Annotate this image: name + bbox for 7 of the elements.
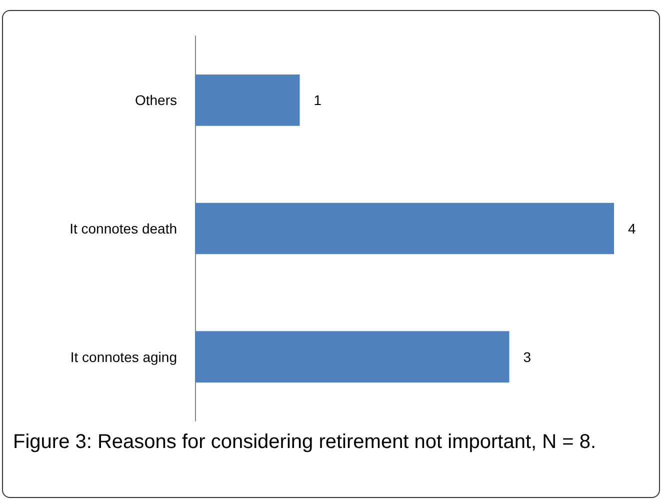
y-tick-label: It connotes death (70, 220, 177, 236)
data-label: 4 (628, 220, 636, 236)
data-label: 3 (523, 348, 532, 365)
data-label: 1 (314, 92, 322, 108)
y-tick-label: It connotes aging (70, 348, 177, 365)
caption: Figure 3: Reasons for considering retirement not important, N = 8. (12, 431, 598, 453)
y-tick-label: Others (134, 92, 177, 108)
